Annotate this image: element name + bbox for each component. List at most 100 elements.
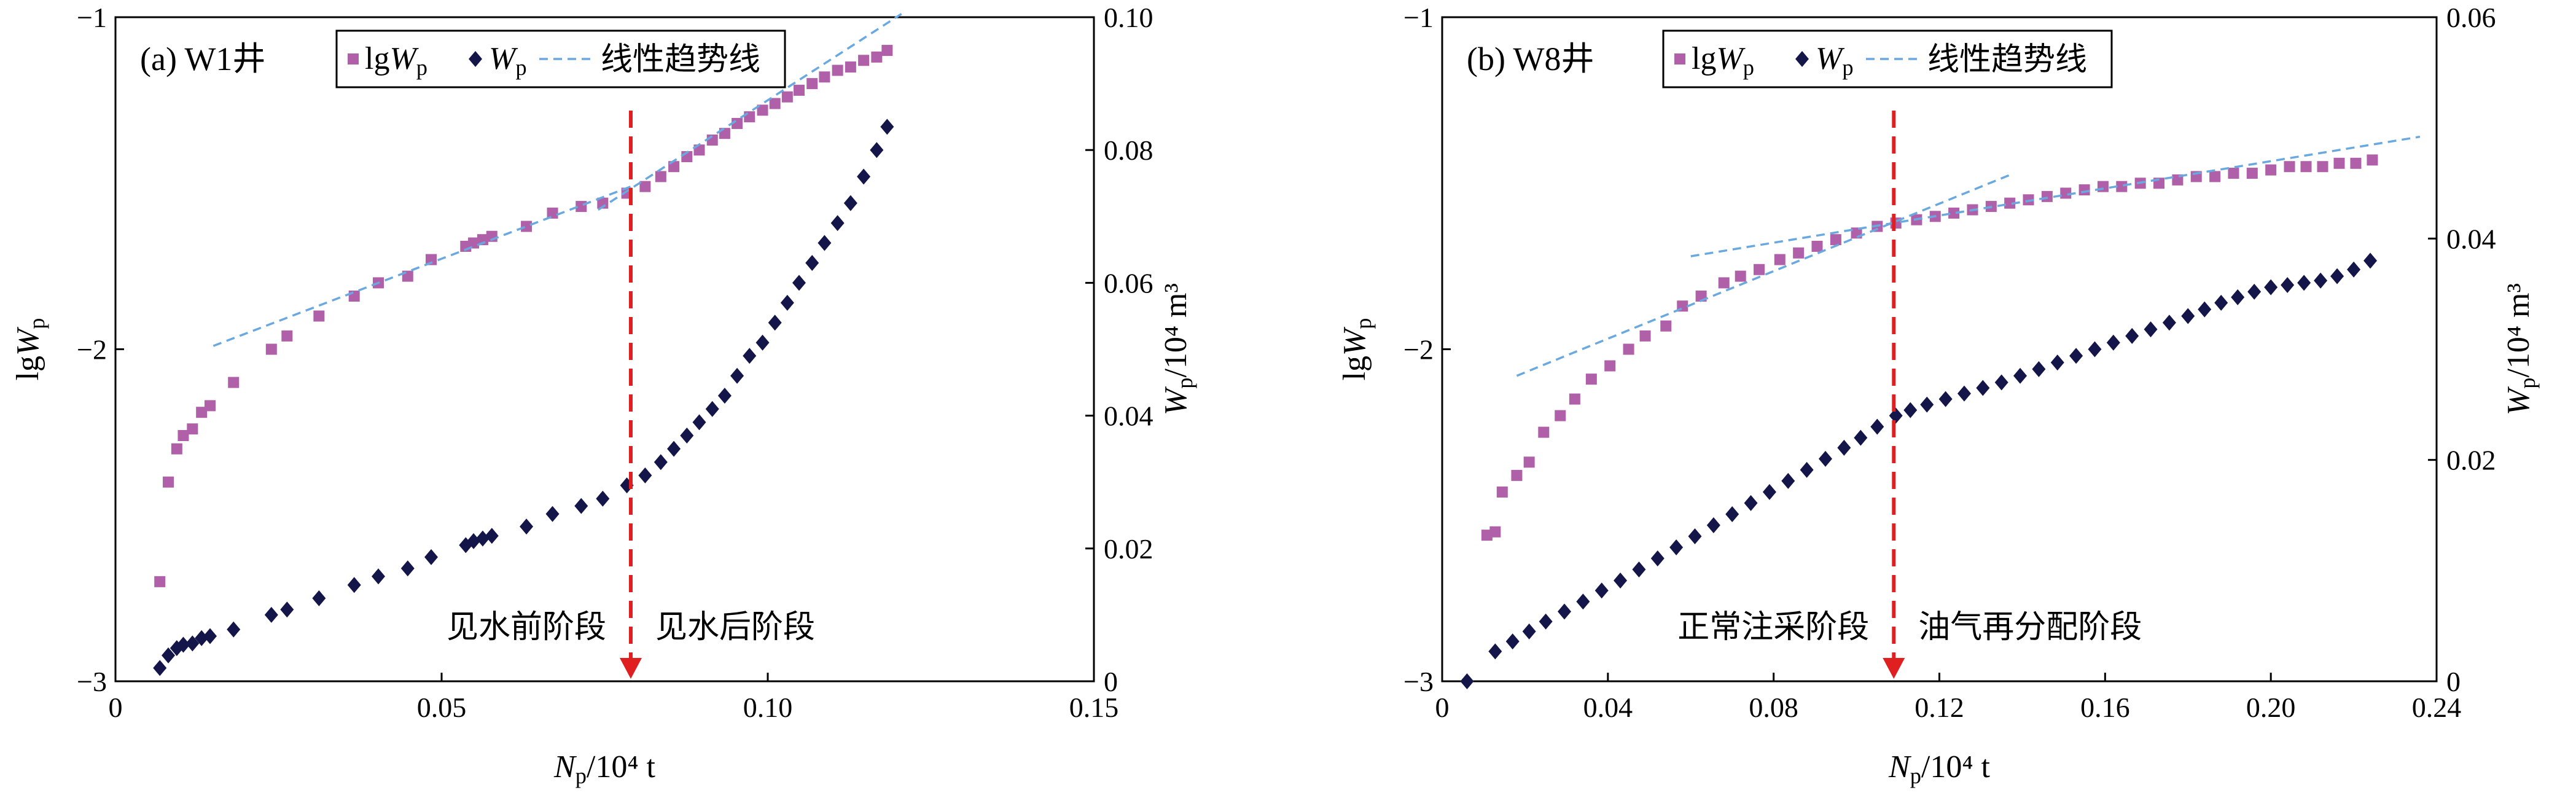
lgwp-point (204, 400, 216, 412)
lgwp-point (1774, 254, 1786, 265)
lgwp-point (781, 91, 793, 103)
y-left-tick-label: −2 (1403, 334, 1434, 366)
wp-point (2264, 279, 2278, 295)
plot-frame (114, 16, 1095, 683)
lgwp-point (2333, 157, 2345, 169)
lgwp-point (1754, 264, 1765, 275)
wp-point (195, 630, 209, 646)
wp-point (2231, 289, 2245, 305)
lgwp-point (2300, 161, 2312, 173)
wp-point (768, 315, 782, 331)
wp-point (2088, 341, 2102, 358)
wp-point (1725, 506, 1739, 522)
lgwp-point (154, 576, 166, 587)
legend-wp-label: Wp (489, 41, 527, 80)
stage-divider-arrow (619, 658, 642, 679)
y-right-tick-label: 0.06 (2446, 2, 2496, 33)
wp-point (843, 195, 857, 211)
lgwp-point (281, 330, 293, 342)
wp-point (1762, 483, 1776, 500)
y-left-tick-label: −3 (77, 666, 107, 697)
wp-point (1854, 429, 1868, 446)
wp-point (1614, 573, 1628, 589)
trend-line (1516, 172, 2015, 377)
wp-point (680, 428, 694, 444)
panel-label: (a) W1井 (140, 41, 265, 77)
wp-point (312, 590, 326, 606)
wp-point (1870, 418, 1884, 435)
trend-line (1690, 135, 2421, 257)
wp-point (667, 440, 681, 457)
x-tick-label: 0 (109, 692, 123, 723)
wp-point (805, 254, 819, 271)
wp-point (1488, 643, 1502, 660)
y-right-tick-label: 0.08 (1104, 135, 1153, 166)
lgwp-point (769, 98, 781, 109)
trend-line (597, 13, 902, 211)
wp-point (1800, 461, 1814, 478)
wp-point (705, 401, 719, 417)
wp-point (280, 601, 294, 618)
wp-point (1744, 495, 1758, 511)
wp-point (1837, 439, 1851, 456)
wp-point (185, 635, 200, 652)
lgwp-point (1496, 486, 1508, 498)
wp-point (2181, 308, 2195, 324)
lgwp-point (228, 377, 240, 388)
wp-point (1938, 391, 1953, 407)
wp-point (520, 518, 534, 535)
wp-point (1632, 561, 1646, 578)
wp-point (176, 636, 190, 653)
wp-point (1706, 517, 1720, 533)
y-right-axis-label: Wp/10⁴ m³ (2501, 283, 2540, 415)
wp-point (1889, 407, 1903, 424)
wp-point (467, 533, 481, 549)
wp-point (574, 498, 588, 514)
wp-point (2125, 327, 2139, 344)
x-tick-label: 0.04 (1583, 692, 1633, 723)
y-right-tick-label: 0.04 (2446, 223, 2496, 254)
x-axis-label: Np/10⁴ t (1888, 749, 1990, 788)
y-left-tick-label: −3 (1403, 666, 1434, 697)
wp-point (1558, 603, 1572, 620)
wp-point (1594, 582, 1609, 599)
lgwp-point (1623, 343, 1634, 355)
legend: lgWp Wp 线性趋势线 (1662, 29, 2113, 88)
lgwp-point (348, 291, 360, 302)
lgwp-point (744, 111, 755, 123)
wp-point (1688, 528, 1702, 544)
wp-point (1903, 402, 1918, 418)
lgwp-point (1538, 426, 1550, 438)
stage-label-before: 见水前阶段 (447, 609, 606, 646)
y-right-tick-label: 0 (1104, 666, 1118, 697)
wp-point (1650, 550, 1665, 567)
lgwp-point (1489, 526, 1501, 538)
wp-point (2330, 268, 2344, 284)
lgwp-point (477, 234, 488, 246)
wp-point (2363, 252, 2378, 269)
wp-point (743, 348, 757, 364)
lgwp-point (1511, 469, 1523, 481)
lgwp-point (2209, 171, 2221, 182)
panel-label: (b) W8井 (1467, 41, 1594, 77)
wp-point (1920, 396, 1934, 413)
lgwp-point (426, 254, 437, 265)
wp-point (424, 549, 439, 565)
y-right-tick-label: 0 (2446, 666, 2461, 697)
lgwp-point (793, 84, 805, 96)
x-tick-label: 0.24 (2412, 692, 2462, 723)
x-tick-label: 0.05 (417, 692, 467, 723)
lgwp-point (1569, 393, 1580, 405)
lgwp-point (521, 221, 533, 232)
chart-panel-1: 0 0.05 0.10 0.15 −3 −2 −1 0 0.02 0.04 0.06 0.08 0.10… (10, 2, 1197, 788)
lgwp-point (2116, 181, 2128, 192)
wp-point (2297, 275, 2311, 291)
wp-point (1522, 623, 1536, 640)
wp-point (1818, 450, 1832, 467)
x-tick-label: 0.08 (1749, 692, 1798, 723)
lgwp-point (819, 71, 830, 83)
lgwp-point (196, 407, 208, 418)
lgwp-point (806, 78, 818, 90)
y-right-tick-label: 0.10 (1104, 2, 1153, 33)
legend-trend-label: 线性趋势线 (1927, 41, 2087, 78)
